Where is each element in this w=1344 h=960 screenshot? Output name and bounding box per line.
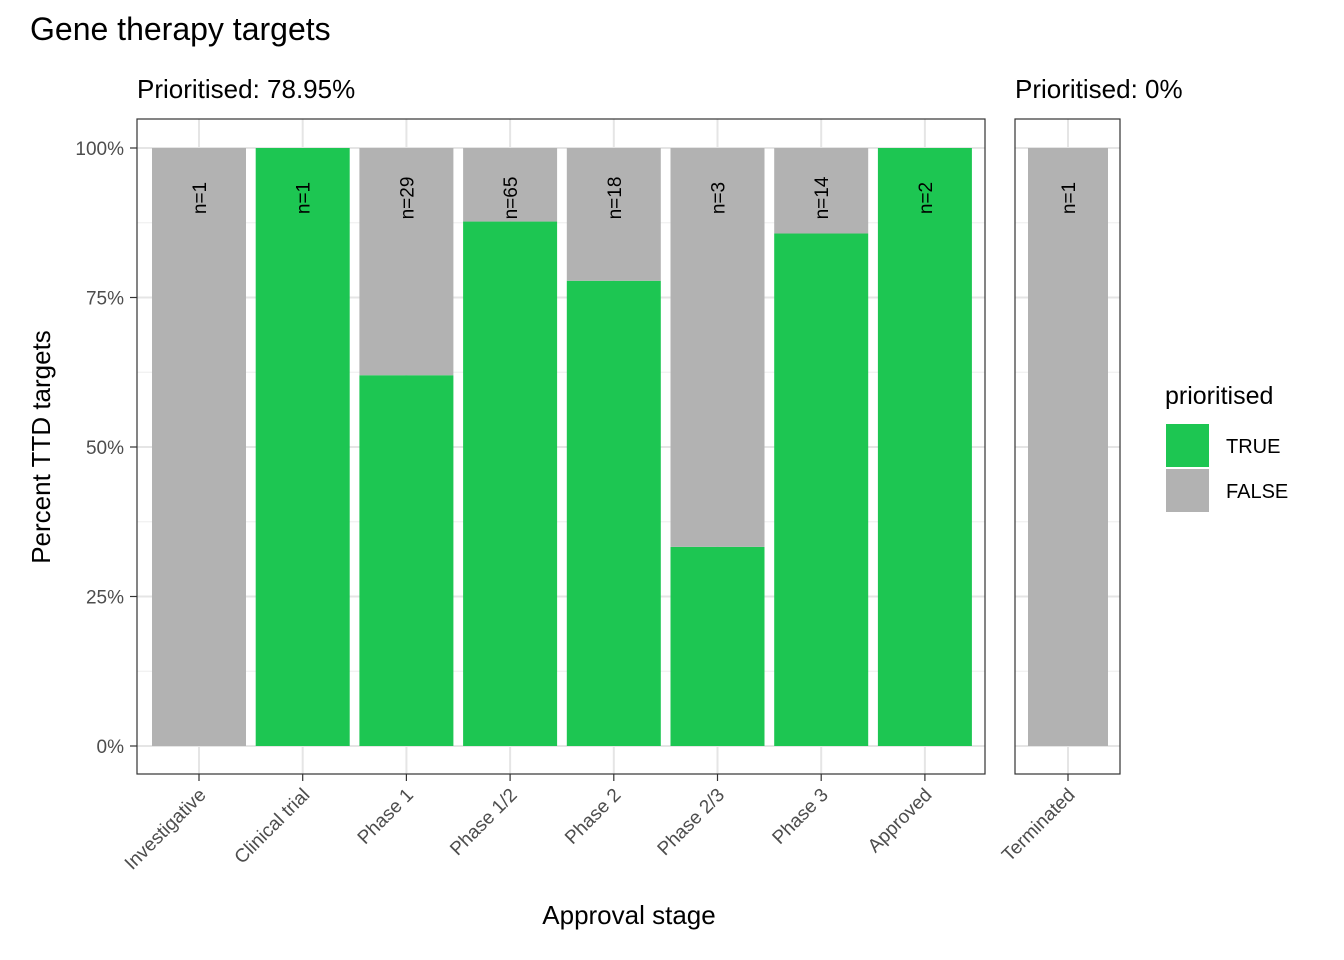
bar-true-clinical-trial bbox=[255, 148, 350, 746]
bar-false-phase-3 bbox=[774, 148, 869, 234]
bar-false-phase-1-2 bbox=[463, 148, 558, 222]
legend: prioritised TRUE FALSE bbox=[1165, 382, 1288, 512]
n-label: n=29 bbox=[397, 177, 418, 220]
panel-border bbox=[1014, 118, 1121, 775]
facet-panel: n=1 Investigative n=1 Clinical trial n=29 Pha… bbox=[121, 118, 986, 875]
x-axis-label: Approval stage bbox=[542, 900, 715, 930]
x-tick-label: Phase 2/3 bbox=[654, 785, 729, 860]
chart-title: Gene therapy targets bbox=[30, 11, 331, 47]
x-tick-label: Phase 1/2 bbox=[446, 785, 521, 860]
legend-label-true: TRUE bbox=[1226, 436, 1280, 458]
n-label: n=14 bbox=[812, 176, 833, 219]
x-tick-label: Approved bbox=[864, 785, 936, 857]
y-tick-label: 25% bbox=[86, 588, 124, 609]
bar-true-phase-1 bbox=[359, 375, 454, 746]
n-label: n=3 bbox=[709, 182, 730, 214]
panel-label-prioritised-left: Prioritised: 78.95% bbox=[137, 74, 355, 104]
legend-key-false bbox=[1166, 469, 1209, 512]
bar-false-terminated bbox=[1028, 148, 1108, 746]
n-label: n=2 bbox=[916, 182, 937, 214]
x-tick-label: Phase 3 bbox=[769, 785, 833, 849]
n-label: n=1 bbox=[294, 182, 315, 214]
y-tick-label: 100% bbox=[75, 139, 124, 160]
y-tick-label: 0% bbox=[97, 737, 125, 758]
bar-false-phase-2 bbox=[566, 148, 661, 281]
panel-label-prioritised-right: Prioritised: 0% bbox=[1015, 74, 1183, 104]
n-label: n=1 bbox=[1059, 182, 1080, 214]
legend-title: prioritised bbox=[1165, 382, 1273, 410]
bar-false-phase-1 bbox=[359, 148, 454, 376]
n-label: n=65 bbox=[501, 177, 522, 220]
bar-false-investigative bbox=[152, 148, 246, 746]
x-tick-label: Phase 2 bbox=[561, 785, 625, 849]
bar-true-phase-1-2 bbox=[463, 221, 558, 746]
bar-true-approved bbox=[877, 148, 972, 746]
n-label: n=18 bbox=[605, 177, 626, 220]
x-tick-label: Investigative bbox=[121, 785, 211, 875]
bar-true-phase-2-3 bbox=[670, 546, 765, 746]
facet-panel: n=1 Terminated bbox=[998, 118, 1121, 866]
y-tick-label: 50% bbox=[86, 438, 124, 459]
bar-true-phase-3 bbox=[774, 233, 869, 746]
bar-true-phase-2 bbox=[566, 280, 661, 746]
y-tick-label: 75% bbox=[86, 289, 124, 310]
x-tick-label: Terminated bbox=[998, 785, 1079, 866]
bar-false-phase-2-3 bbox=[670, 148, 765, 547]
legend-key-true bbox=[1166, 424, 1209, 467]
y-axis-label: Percent TTD targets bbox=[26, 330, 56, 564]
plot-area: 0% 25% 50% 75% 100% n=1 Investigative n=1 Clinic… bbox=[75, 118, 1121, 875]
legend-label-false: FALSE bbox=[1226, 481, 1288, 503]
panel-border bbox=[136, 118, 986, 775]
x-tick-label: Clinical trial bbox=[231, 785, 315, 869]
n-label: n=1 bbox=[190, 182, 211, 214]
x-tick-label: Phase 1 bbox=[354, 785, 418, 849]
